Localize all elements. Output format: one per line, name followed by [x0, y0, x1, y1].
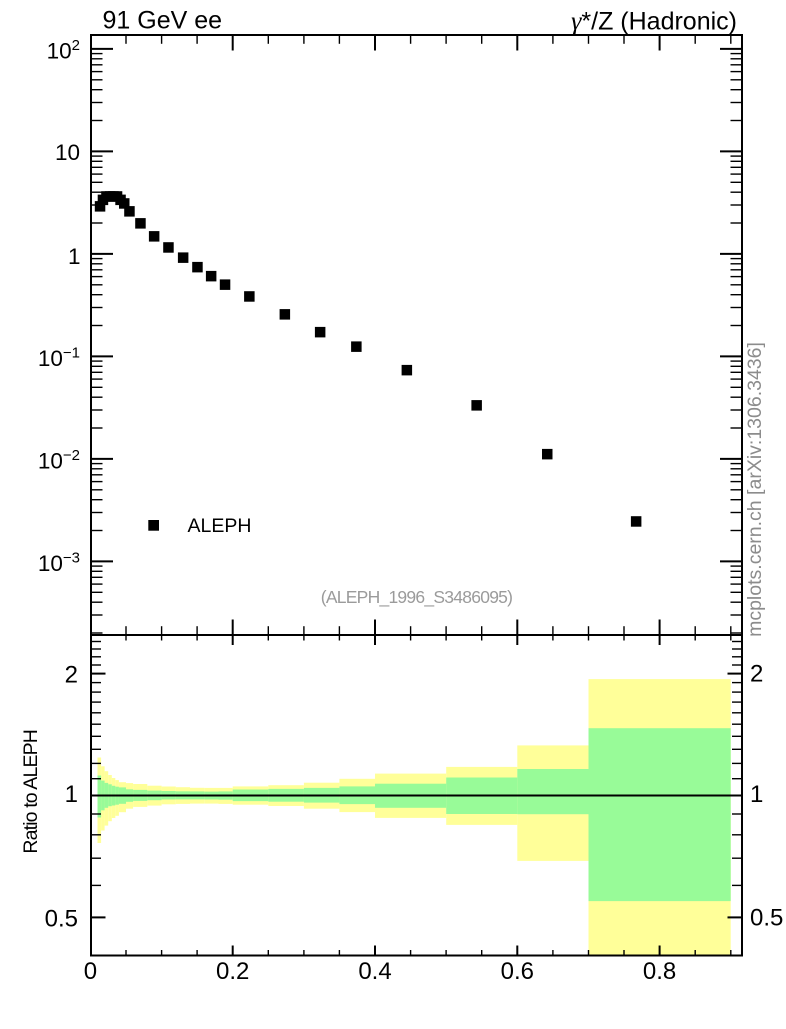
svg-text:2: 2: [65, 662, 78, 689]
svg-text:ALEPH: ALEPH: [188, 515, 252, 537]
svg-text:0.2: 0.2: [216, 958, 249, 985]
svg-text:(ALEPH_1996_S3486095): (ALEPH_1996_S3486095): [321, 587, 513, 608]
svg-text:1: 1: [750, 781, 763, 808]
svg-text:mcplots.cern.ch [arXiv:1306.34: mcplots.cern.ch [arXiv:1306.3436]: [744, 342, 766, 637]
svg-text:2: 2: [750, 661, 763, 688]
svg-text:0.5: 0.5: [45, 905, 78, 932]
svg-text:10: 10: [55, 140, 80, 165]
svg-text:1: 1: [68, 244, 81, 269]
svg-text:γ*/Z (Hadronic): γ*/Z (Hadronic): [571, 7, 737, 36]
svg-text:0.6: 0.6: [501, 958, 534, 985]
svg-text:0.4: 0.4: [358, 958, 391, 985]
svg-text:0.8: 0.8: [643, 958, 676, 985]
svg-text:0: 0: [84, 958, 97, 985]
svg-text:1: 1: [65, 781, 78, 808]
svg-text:0.5: 0.5: [750, 904, 783, 931]
svg-text:91 GeV ee: 91 GeV ee: [103, 6, 223, 34]
svg-text:Ratio to ALEPH: Ratio to ALEPH: [20, 730, 42, 854]
